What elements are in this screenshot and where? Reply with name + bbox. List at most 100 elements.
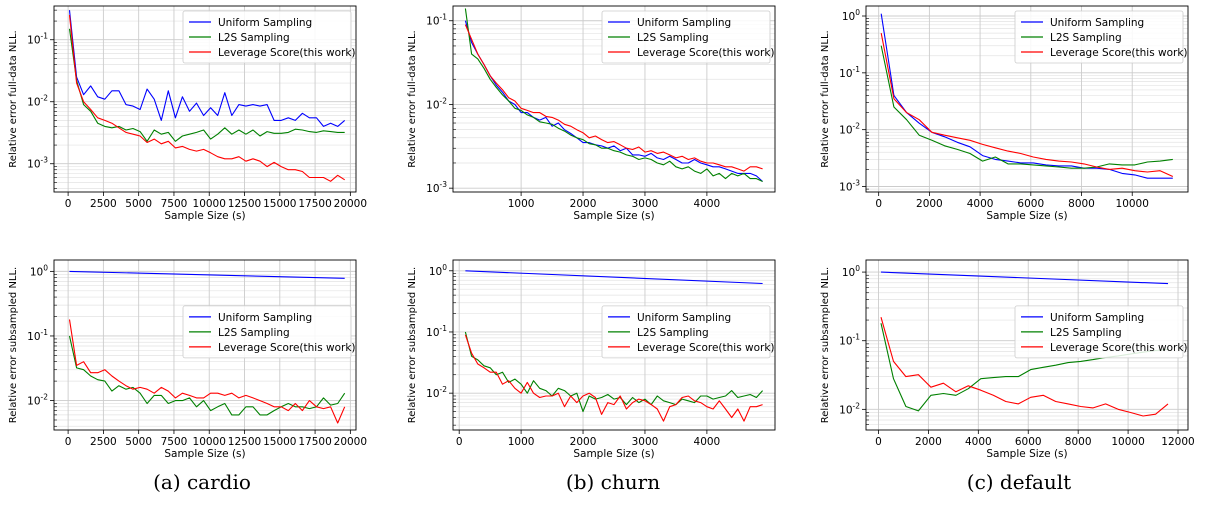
series-line-uniform — [464, 20, 763, 182]
legend-label: Uniform Sampling — [1050, 17, 1144, 29]
x-tick-label: 8000 — [1068, 198, 1095, 210]
legend-label: Uniform Sampling — [637, 312, 731, 324]
x-tick-label: 2500 — [90, 198, 117, 210]
legend-label: L2S Sampling — [637, 32, 709, 44]
legend-label: Uniform Sampling — [1050, 312, 1144, 324]
legend: Uniform Sampling L2S Sampling Leverage Sco… — [182, 305, 356, 359]
legend-label: Uniform Sampling — [218, 312, 312, 324]
legend-box — [1014, 10, 1184, 64]
series-group — [68, 270, 346, 424]
y-axis-label: Relative error subsampled NLL. — [820, 267, 831, 423]
x-tick-label: 0 — [65, 436, 72, 448]
x-tick-label: 4000 — [694, 198, 721, 210]
series-line-uniform — [69, 270, 345, 279]
legend-box — [601, 10, 771, 64]
legend-label: Leverage Score(this work) — [218, 342, 356, 354]
legend-box — [182, 10, 352, 64]
x-axis: 1000 2000 3000 4000 — [508, 6, 721, 210]
x-tick-label: 4000 — [694, 436, 721, 448]
series-line-leverage — [464, 24, 763, 172]
x-tick-label: 12500 — [228, 198, 261, 210]
plot-frame — [53, 5, 357, 193]
series-line-leverage — [880, 317, 1169, 417]
x-tick-label: 10000 — [1116, 198, 1149, 210]
x-tick-label: 1000 — [508, 198, 535, 210]
y-tick-label: 100 — [842, 264, 860, 279]
x-axis: 0 1000 2000 3000 4000 — [456, 260, 720, 448]
y-axis-label: Relative error subsampled NLL. — [407, 267, 418, 423]
series-line-l2s — [880, 45, 1173, 169]
y-tick-label: 10-2 — [27, 94, 48, 109]
plot-frame — [865, 5, 1189, 193]
y-tick-label: 10-2 — [839, 122, 860, 137]
series-line-l2s — [464, 8, 763, 182]
y-tick-label: 10-2 — [839, 401, 860, 416]
x-tick-label: 7500 — [161, 436, 188, 448]
legend-label: L2S Sampling — [218, 327, 290, 339]
y-tick-label: 10-2 — [27, 393, 48, 408]
chart-default-bottom: 10-2 10-1 100 0 2000 4000 6000 8000 10000 12000 Sa… — [820, 259, 1195, 460]
legend-label: Leverage Score(this work) — [637, 342, 775, 354]
series-line-uniform — [68, 10, 346, 127]
legend-box — [1014, 305, 1184, 359]
legend: Uniform Sampling L2S Sampling Leverage Sco… — [601, 10, 775, 64]
y-tick-label: 100 — [30, 263, 48, 278]
y-tick-label: 10-1 — [426, 324, 447, 339]
x-tick-label: 10000 — [1111, 436, 1144, 448]
y-tick-label: 10-2 — [426, 385, 447, 400]
chart-default-top: 10-3 10-2 10-1 100 0 2000 4000 6000 8000 10000 Sam… — [820, 5, 1189, 222]
legend-label: Uniform Sampling — [637, 17, 731, 29]
caption-churn: (b) churn — [565, 470, 661, 494]
series-line-l2s — [68, 28, 345, 142]
legend-box — [182, 305, 352, 359]
plot-frame — [53, 259, 357, 431]
x-tick-label: 17500 — [298, 436, 331, 448]
series-line-uniform — [465, 270, 763, 285]
legend-label: Uniform Sampling — [218, 17, 312, 29]
x-tick-label: 20000 — [334, 436, 367, 448]
y-tick-label: 100 — [429, 263, 447, 278]
x-axis-label: Sample Size (s) — [164, 448, 245, 460]
x-tick-label: 17500 — [298, 198, 331, 210]
y-axis: 10-2 10-1 100 — [27, 263, 356, 408]
plot-frame — [865, 259, 1189, 431]
x-axis-label: Sample Size (s) — [986, 210, 1067, 222]
x-tick-label: 10000 — [193, 436, 226, 448]
x-tick-label: 2000 — [916, 198, 943, 210]
x-tick-label: 2000 — [915, 436, 942, 448]
legend-label: Leverage Score(this work) — [218, 47, 356, 59]
y-tick-label: 10-1 — [839, 333, 860, 348]
plot-frame — [452, 259, 776, 431]
x-tick-label: 1000 — [508, 436, 535, 448]
chart-churn-top: 10-3 10-2 10-1 1000 2000 3000 4000 Sample Size … — [407, 5, 776, 222]
y-tick-label: 10-3 — [839, 178, 860, 193]
x-tick-label: 2000 — [570, 198, 597, 210]
series-group — [464, 270, 764, 422]
y-axis-label: Relative error full-data NLL. — [820, 30, 831, 167]
x-tick-label: 6000 — [1017, 198, 1044, 210]
legend: Uniform Sampling L2S Sampling Leverage Sco… — [601, 305, 775, 359]
y-axis-label: Relative error full-data NLL. — [407, 30, 418, 167]
legend-label: L2S Sampling — [1050, 327, 1122, 339]
legend-label: Leverage Score(this work) — [637, 47, 775, 59]
legend: Uniform Sampling L2S Sampling Leverage Sco… — [1014, 10, 1188, 64]
series-group — [880, 13, 1174, 179]
x-tick-label: 8000 — [1065, 436, 1092, 448]
legend: Uniform Sampling L2S Sampling Leverage Sco… — [182, 10, 356, 64]
y-tick-label: 10-1 — [27, 328, 48, 343]
y-axis-label: Relative error full-data NLL. — [8, 30, 19, 167]
y-tick-label: 10-1 — [839, 65, 860, 80]
x-axis: 0 2500 5000 7500 10000 12500 15000 17500 20000 — [65, 6, 367, 210]
plot-frame — [452, 5, 776, 193]
x-tick-label: 15000 — [263, 436, 296, 448]
caption-default: (c) default — [966, 470, 1072, 494]
series-line-leverage — [880, 32, 1174, 178]
x-tick-label: 15000 — [263, 198, 296, 210]
y-axis-label: Relative error subsampled NLL. — [8, 267, 19, 423]
y-axis: 10-3 10-2 10-1 100 — [839, 8, 1188, 193]
x-tick-label: 0 — [875, 436, 882, 448]
x-tick-label: 0 — [65, 198, 72, 210]
legend: Uniform Sampling L2S Sampling Leverage Sco… — [1014, 305, 1188, 359]
